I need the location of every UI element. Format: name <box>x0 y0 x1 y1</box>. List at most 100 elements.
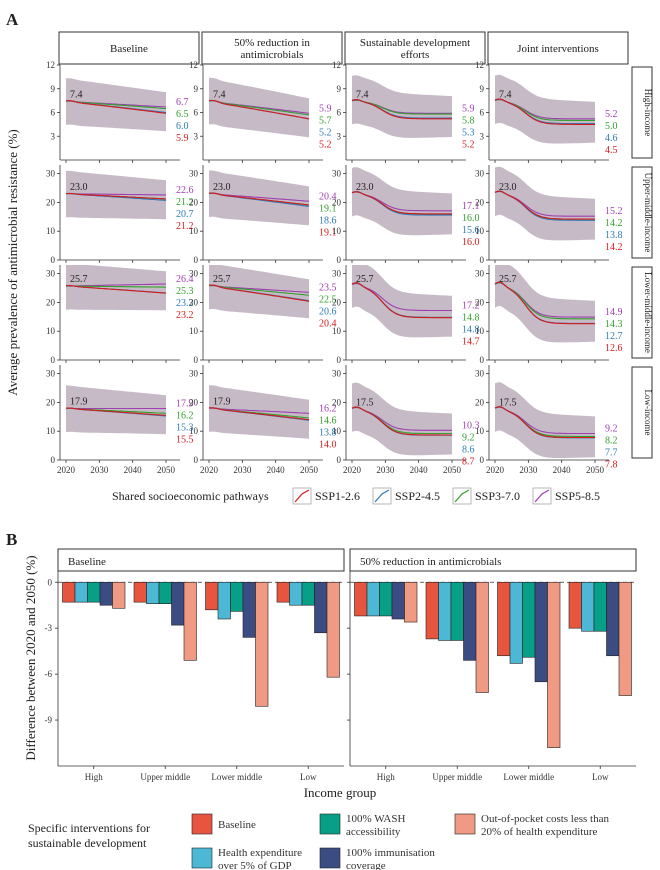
end-value-label-SSP2-4.5: 5.3 <box>462 127 475 138</box>
end-value-label-SSP2-4.5: 8.6 <box>462 444 475 455</box>
bar-0-1-2 <box>158 581 172 604</box>
y-tick-label: 20 <box>189 297 199 307</box>
end-value-label-SSP5-8.5: 17.2 <box>462 300 480 311</box>
x-tick-label: High <box>377 772 396 782</box>
y-tick-label: 3 <box>51 131 56 141</box>
end-value-label-SSP3-7.0: 5.0 <box>605 121 618 132</box>
series-line-SSP3-7.0 <box>65 100 167 110</box>
bar-0-2-0 <box>205 581 219 611</box>
bar-1-1-2 <box>450 581 464 641</box>
x-tick-label: 2030 <box>519 465 538 475</box>
y-tick-label: 30 <box>189 169 199 179</box>
uncertainty-band <box>352 382 452 456</box>
series-line-SSP1-2.6 <box>208 407 310 421</box>
end-value-label-SSP5-8.5: 17.1 <box>462 201 480 212</box>
end-value-label-SSP2-4.5: 13.8 <box>319 427 337 438</box>
bar-0-1-1 <box>146 581 160 604</box>
row-strip-label: High-income <box>643 89 653 137</box>
end-value-label-SSP5-8.5: 10.3 <box>462 420 480 431</box>
end-value-label-SSP1-2.6: 5.2 <box>462 139 475 150</box>
y-tick-label: 20 <box>189 197 199 207</box>
end-value-label-SSP2-4.5: 23.3 <box>176 298 194 309</box>
start-value-label: 17.5 <box>499 398 517 409</box>
end-value-label-SSP5-8.5: 9.2 <box>605 424 618 435</box>
y-tick-label: 10 <box>475 326 485 336</box>
x-tick-label: 2020 <box>486 465 505 475</box>
end-value-label-SSP3-7.0: 21.2 <box>176 197 194 208</box>
bar-0-0-4 <box>112 581 126 609</box>
legend-swatch-1 <box>191 847 213 869</box>
series-line-SSP5-8.5 <box>208 192 310 202</box>
facet-r2-c0: 0 10 20 30 25.7 26.425.323.323.2 <box>46 265 194 365</box>
bar-1-2-3 <box>534 581 548 683</box>
y-tick-label: 30 <box>332 269 342 279</box>
y-tick-label: 10 <box>46 326 56 336</box>
legend-label-4: Out-of-pocket costs less than <box>481 813 609 825</box>
start-value-label: 17.9 <box>70 396 88 407</box>
series-line-SSP5-8.5 <box>66 193 166 196</box>
y-tick-label: 6 <box>194 108 199 118</box>
x-tick-label: Lower middle <box>211 772 262 782</box>
uncertainty-band <box>495 166 595 241</box>
bar-1-3-0 <box>568 581 582 629</box>
legend-label-3: coverage <box>346 860 386 870</box>
end-value-label-SSP1-2.6: 7.8 <box>605 460 618 471</box>
end-value-label-SSP5-8.5: 6.7 <box>176 97 189 108</box>
bar-0-1-3 <box>171 581 185 626</box>
y-tick-label: 20 <box>475 397 485 407</box>
series-line-SSP1-2.6 <box>66 407 167 416</box>
y-tick-label: 6 <box>337 108 342 118</box>
series-line-SSP1-2.6 <box>351 99 452 120</box>
uncertainty-band <box>66 170 166 220</box>
y-tick-label: 30 <box>475 369 485 379</box>
y-tick-label: 10 <box>475 226 485 236</box>
legend-item-SSP1-2.6: SSP1-2.6 <box>315 489 360 503</box>
column-strip-3 <box>487 31 629 65</box>
legend-item-SSP5-8.5: SSP5-8.5 <box>555 489 600 503</box>
end-value-label-SSP1-2.6: 16.0 <box>462 237 480 248</box>
start-value-label: 25.7 <box>70 274 88 285</box>
end-value-label-SSP3-7.0: 16.2 <box>176 410 194 421</box>
bar-0-1-0 <box>133 581 147 603</box>
row-strip-3 <box>631 366 653 459</box>
end-value-label-SSP5-8.5: 16.2 <box>319 403 337 414</box>
facet-strip-label: 50% reduction in antimicrobials <box>360 556 501 568</box>
panel-a-y-axis-title: Average prevalence of antimicrobial resi… <box>5 129 20 395</box>
legend-a-title: Shared socioeconomic pathways <box>112 489 269 503</box>
legend-label-1: over 5% of GDP <box>218 860 292 870</box>
end-value-label-SSP3-7.0: 5.7 <box>319 115 332 126</box>
row-strip-2 <box>631 266 653 359</box>
end-value-label-SSP5-8.5: 5.9 <box>319 103 332 114</box>
end-value-label-SSP3-7.0: 22.5 <box>319 294 337 305</box>
bar-1-1-3 <box>463 581 477 661</box>
legend-item-SSP2-4.5: SSP2-4.5 <box>395 489 440 503</box>
end-value-label-SSP3-7.0: 14.8 <box>462 312 480 323</box>
y-tick-label: 10 <box>46 426 56 436</box>
y-tick-label: -3 <box>45 623 53 633</box>
end-value-label-SSP3-7.0: 5.8 <box>462 115 475 126</box>
uncertainty-band <box>209 385 309 439</box>
bar-1-2-2 <box>522 581 536 658</box>
x-tick-label: 2030 <box>233 465 252 475</box>
legend-swatch-0 <box>191 813 213 835</box>
end-value-label-SSP3-7.0: 14.3 <box>605 319 623 330</box>
facet-strip <box>57 548 345 572</box>
start-value-label: 23.0 <box>70 182 88 193</box>
end-value-label-SSP5-8.5: 14.9 <box>605 307 623 318</box>
panel-b-bar-charts: Difference between 2020 and 2050 (%) Inco… <box>23 548 637 800</box>
series-line-SSP1-2.6 <box>208 99 310 120</box>
y-tick-label: 30 <box>332 169 342 179</box>
row-strip-1 <box>631 166 653 259</box>
y-tick-label: 10 <box>475 426 485 436</box>
y-tick-label: 10 <box>46 226 56 236</box>
end-value-label-SSP1-2.6: 20.4 <box>319 318 337 329</box>
facet-strip <box>349 548 637 572</box>
end-value-label-SSP2-4.5: 5.2 <box>319 127 332 138</box>
legend-label-2: 100% WASH <box>346 813 405 825</box>
legend-label-4: 20% of health expenditure <box>481 826 597 838</box>
bar-facet-0: Baseline 0 -3 -6 -9 High Upper middle Lower mid… <box>45 548 345 782</box>
bar-0-3-3 <box>314 581 328 634</box>
end-value-label-SSP1-2.6: 15.5 <box>176 434 194 445</box>
